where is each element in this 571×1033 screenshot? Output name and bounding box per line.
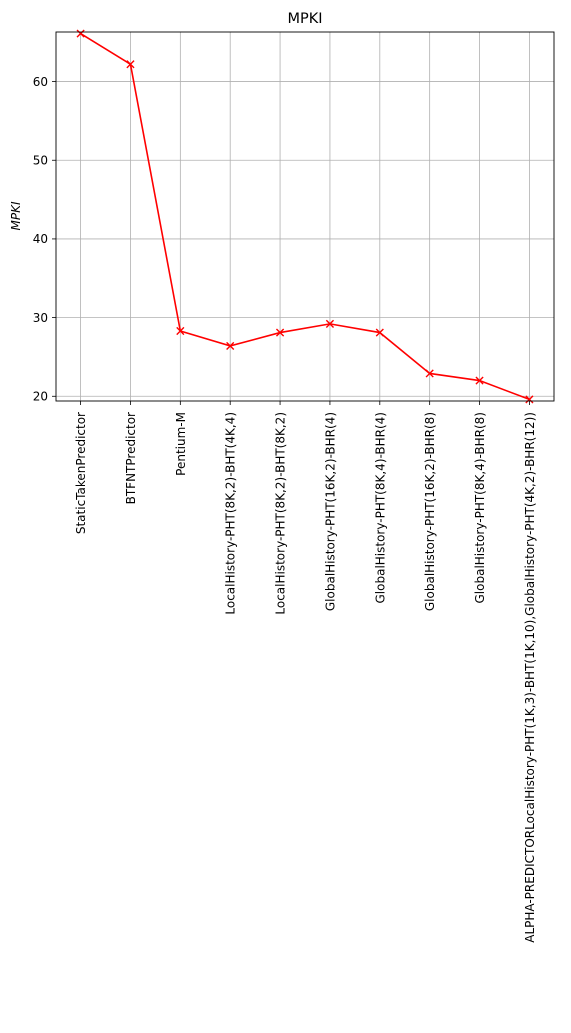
x-tick-label: ALPHA-PREDICTORLocalHistory-PHT(1K,3)-BH… [523, 412, 537, 943]
y-tick-label: 40 [33, 232, 48, 246]
y-tick-label: 30 [33, 311, 48, 325]
y-tick-label: 50 [33, 154, 48, 168]
series-markers [77, 30, 533, 403]
x-tick-label: LocalHistory-PHT(8K,2)-BHT(4K,4) [224, 412, 238, 615]
x-tick-label: LocalHistory-PHT(8K,2)-BHT(8K,2) [274, 412, 288, 615]
y-tick-label: 20 [33, 390, 48, 404]
x-axis: StaticTakenPredictor BTFNTPredictor Pentiu… [74, 401, 537, 943]
y-axis: 20 30 40 50 60 [33, 75, 56, 404]
y-axis-label: MPKI [9, 201, 23, 230]
chart-title: MPKI [287, 11, 322, 27]
x-tick-label: GlobalHistory-PHT(16K,2)-BHR(8) [423, 412, 437, 611]
x-tick-label: GlobalHistory-PHT(8K,4)-BHR(4) [373, 412, 387, 604]
series-line [81, 34, 530, 400]
grid-lines [56, 32, 554, 401]
y-tick-label: 60 [33, 75, 48, 89]
x-tick-label: StaticTakenPredictor [74, 412, 88, 534]
x-tick-label: GlobalHistory-PHT(8K,4)-BHR(8) [473, 412, 487, 604]
x-tick-label: Pentium-M [174, 412, 188, 476]
x-tick-label: BTFNTPredictor [124, 412, 138, 504]
x-tick-label: GlobalHistory-PHT(16K,2)-BHR(4) [323, 412, 337, 611]
